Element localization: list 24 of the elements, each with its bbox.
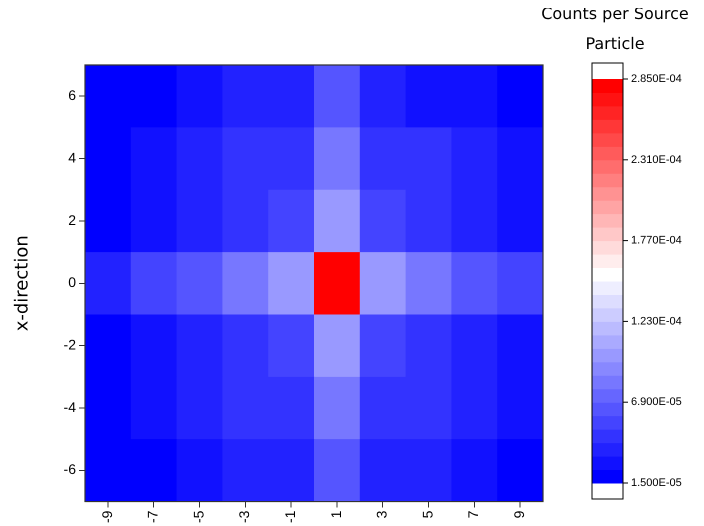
x-tick-label: 9 (510, 510, 527, 518)
y-tick-label: 0 (68, 274, 76, 290)
x-tick-label: -1 (282, 510, 298, 524)
y-tick-label: -2 (64, 336, 76, 352)
color-bar-label: 2.850E-04 (631, 73, 682, 86)
y-tick-label: 6 (68, 87, 76, 104)
x-tick-label: -9 (98, 510, 115, 524)
color-bar-label: 6.900E-05 (631, 396, 682, 408)
y-axis-title: x-direction (11, 235, 32, 332)
x-tick-label: -7 (144, 510, 161, 524)
y-tick-label: 4 (68, 149, 76, 166)
x-tick-label: 3 (374, 510, 390, 518)
x-tick-label: -5 (190, 510, 206, 524)
color-bar-label: 1.770E-04 (631, 234, 682, 247)
x-tick-label: 7 (465, 510, 482, 518)
y-tick-label: 2 (68, 212, 76, 228)
color-bar-label: 1.500E-05 (631, 477, 682, 490)
x-tick-label: 1 (328, 510, 344, 518)
color-bar-label: 2.310E-04 (631, 154, 682, 166)
color-bar-label: 1.230E-04 (631, 315, 682, 328)
y-tick-label: -6 (64, 461, 76, 478)
x-tick-label: -3 (236, 510, 252, 524)
y-tick-label: -4 (64, 398, 76, 415)
x-tick-label: 5 (419, 510, 436, 518)
